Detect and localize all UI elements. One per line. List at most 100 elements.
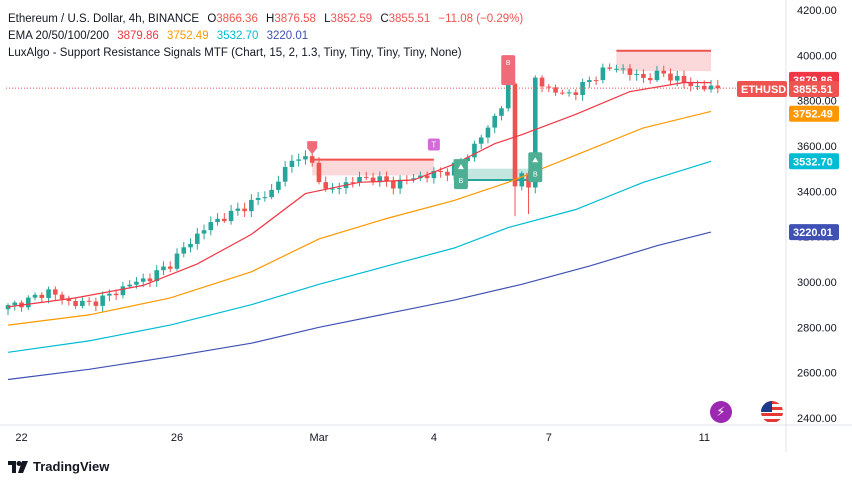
x-tick-label: Mar — [309, 432, 328, 444]
candle-body — [661, 70, 667, 74]
y-tick-label: 3000.00 — [797, 277, 837, 289]
candle-body — [715, 85, 721, 89]
y-tick-label: 4200.00 — [797, 5, 837, 17]
candle-body — [242, 208, 247, 212]
candle-body — [539, 77, 545, 87]
y-tick-label: 4000.00 — [797, 50, 837, 62]
candle-body — [384, 176, 389, 182]
signal-label-buy — [453, 159, 468, 190]
candle-body — [607, 67, 612, 69]
candle-body — [66, 299, 72, 302]
candle-body — [154, 270, 160, 282]
candle-body — [688, 82, 694, 87]
candle-body — [553, 87, 558, 93]
candle-body — [391, 181, 396, 189]
x-tick-label: 7 — [546, 432, 552, 444]
y-tick-label: 3800.00 — [797, 96, 837, 108]
tradingview-logo[interactable]: TradingView — [8, 459, 109, 474]
candle-body — [127, 284, 132, 287]
symbol-tag-text: ETHUSD — [741, 84, 786, 96]
signal-label-top — [427, 138, 440, 151]
candle-body — [80, 300, 85, 306]
candle-body — [411, 178, 416, 181]
candle-body — [188, 243, 193, 248]
ema-line — [7, 81, 712, 308]
candle-body — [424, 175, 430, 179]
ema-title: EMA 20/50/100/200 — [8, 30, 110, 42]
candle-body — [438, 171, 443, 173]
ema-line — [7, 160, 712, 353]
candle-body — [147, 278, 153, 282]
candle-body — [262, 197, 268, 199]
signal-label-text: B — [506, 60, 511, 67]
candle-body — [174, 253, 180, 269]
candle-body — [431, 171, 437, 179]
candle-body — [546, 86, 552, 88]
candle-body — [113, 293, 119, 296]
candle-body — [255, 197, 261, 200]
candle-body — [12, 302, 18, 306]
candle-body — [465, 157, 470, 162]
candle-body — [478, 137, 484, 144]
candle-body — [593, 80, 599, 82]
ema-legend: EMA 20/50/100/200 3879.86 3752.49 3532.7… — [8, 28, 313, 44]
candle-body — [167, 266, 173, 269]
candle-body — [350, 182, 356, 184]
ema50-price-tag-text: 3752.49 — [793, 109, 833, 121]
candle-body — [161, 266, 166, 271]
candle-body — [235, 208, 241, 211]
x-tick-label: 11 — [699, 432, 710, 444]
candle-body — [208, 222, 214, 231]
ema20-value: 3879.86 — [117, 30, 159, 42]
candle-body — [215, 218, 220, 223]
ema200-price-tag-text: 3220.01 — [793, 227, 833, 239]
indicator-legend: LuxAlgo - Support Resistance Signals MTF… — [8, 45, 467, 61]
candle-body — [505, 83, 511, 109]
candle-body — [201, 230, 207, 234]
signal-arrow-up — [532, 157, 539, 163]
candle-body — [627, 68, 633, 75]
candle-body — [309, 156, 315, 163]
candle-body — [499, 108, 504, 116]
ema50-value: 3752.49 — [167, 30, 209, 42]
candle-body — [222, 218, 227, 222]
candle-body — [512, 83, 518, 187]
candle-body — [519, 173, 525, 187]
candle-body — [701, 85, 707, 90]
candle-body — [708, 85, 714, 90]
candle-body — [336, 188, 342, 190]
ohlc-low: L3852.59 — [324, 13, 373, 25]
candle-body — [194, 233, 200, 244]
symbol-title: Ethereum / U.S. Dollar, 4h, BINANCE — [8, 13, 200, 25]
us-flag-icon[interactable] — [761, 401, 783, 423]
candle-body — [289, 160, 295, 167]
candle-body — [634, 73, 639, 75]
ema100-price-tag — [789, 153, 839, 170]
candle-body — [107, 293, 112, 296]
y-tick-label: 3600.00 — [797, 141, 837, 153]
ema200-price-tag — [789, 224, 839, 241]
candle-body — [560, 92, 565, 94]
candle-body — [445, 171, 450, 176]
candle-body — [53, 289, 58, 295]
current-price-tag — [789, 80, 839, 97]
signal-label-buy — [528, 152, 543, 183]
change-value: −11.08 (−0.29%) — [438, 13, 524, 25]
ema50-price-tag — [789, 105, 839, 122]
symbol-tag — [737, 80, 787, 97]
candle-body — [120, 286, 126, 296]
candle-body — [492, 115, 498, 128]
current-price-tag-text: 3855.51 — [793, 84, 833, 96]
tradingview-logo-icon — [8, 460, 28, 473]
ohlc-close: C3855.51 — [380, 13, 431, 25]
y-tick-label: 2800.00 — [797, 322, 837, 334]
x-tick-label: 22 — [15, 432, 27, 444]
candle-body — [397, 179, 403, 189]
candle-body — [674, 75, 680, 81]
ohlc-high: H3876.58 — [266, 13, 316, 25]
candle-body — [228, 210, 234, 222]
lightning-icon[interactable]: ⚡ — [710, 401, 732, 423]
candle-body — [25, 297, 31, 308]
candle-body — [647, 77, 653, 81]
